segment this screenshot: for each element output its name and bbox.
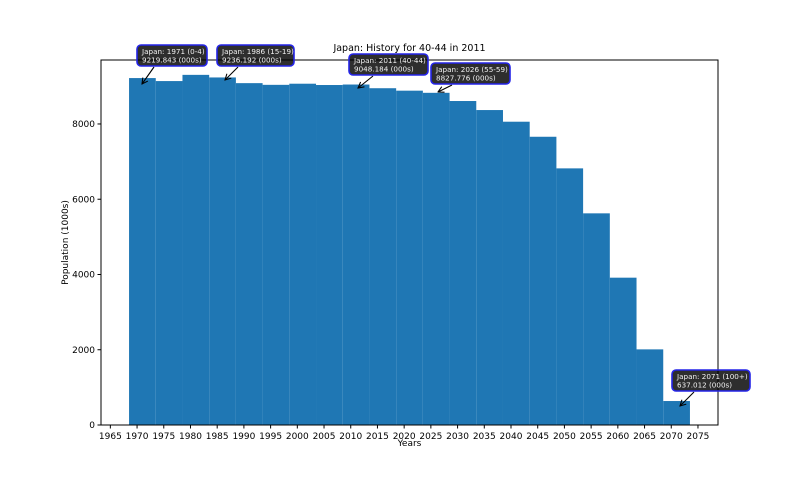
y-tick-label: 8000 bbox=[72, 120, 95, 130]
annotation-value: 9219.843 (000s) bbox=[142, 55, 202, 64]
annotation-label: Japan: 2011 (40-44) bbox=[353, 56, 426, 65]
y-tick-label: 0 bbox=[89, 421, 95, 431]
x-tick-label: 1970 bbox=[126, 432, 149, 442]
annotation-layer: Japan: 1971 (0-4)9219.843 (000s)Japan: 1… bbox=[136, 44, 751, 406]
y-tick-label: 4000 bbox=[72, 271, 95, 281]
bar-2021[interactable] bbox=[396, 90, 423, 426]
bars-layer bbox=[129, 74, 690, 426]
y-axis-label: Population (1000s) bbox=[61, 200, 71, 285]
bar-2066[interactable] bbox=[636, 349, 664, 425]
bar-2026[interactable] bbox=[422, 92, 450, 425]
x-tick-label: 2040 bbox=[500, 432, 523, 442]
annotation-box[interactable] bbox=[430, 62, 511, 85]
y-tick-label: 2000 bbox=[72, 346, 95, 356]
annotation-label: Japan: 2026 (55-59) bbox=[435, 65, 508, 74]
x-tick-label: 2030 bbox=[446, 432, 469, 442]
x-tick-label: 2000 bbox=[286, 432, 309, 442]
x-tick-label: 2020 bbox=[393, 432, 416, 442]
bar-2016[interactable] bbox=[369, 88, 397, 425]
annotation-label: Japan: 2071 (100+) bbox=[676, 372, 748, 381]
bar-1986[interactable] bbox=[209, 77, 236, 425]
x-tick-label: 2045 bbox=[526, 432, 549, 442]
x-tick-label: 1995 bbox=[259, 432, 282, 442]
annotation-value: 9236.192 (000s) bbox=[222, 55, 282, 64]
annotation-box[interactable] bbox=[136, 44, 208, 67]
annotation-value: 9048.184 (000s) bbox=[354, 64, 414, 73]
annotation-arrow bbox=[358, 75, 374, 88]
x-tick-label: 2060 bbox=[606, 432, 629, 442]
bar-1996[interactable] bbox=[262, 84, 290, 425]
x-tick-label: 2065 bbox=[633, 432, 656, 442]
bar-2031[interactable] bbox=[449, 101, 477, 426]
bar-2061[interactable] bbox=[609, 277, 637, 425]
x-tick-label: 2025 bbox=[419, 432, 442, 442]
annotation-box[interactable] bbox=[671, 369, 751, 392]
annotation-box[interactable] bbox=[348, 53, 429, 76]
annotation-label: Japan: 1986 (15-19) bbox=[221, 47, 294, 56]
annotation-arrow bbox=[142, 66, 155, 84]
x-tick-label: 2005 bbox=[313, 432, 336, 442]
bar-2051[interactable] bbox=[556, 168, 584, 425]
annotation-arrow bbox=[680, 391, 695, 406]
x-tick-label: 2075 bbox=[687, 432, 710, 442]
bar-2006[interactable] bbox=[316, 85, 343, 426]
x-tick-label: 2050 bbox=[553, 432, 576, 442]
x-tick-label: 2070 bbox=[660, 432, 683, 442]
text-layer: 1965 1970 1975 1980 1985 1990 1995 2000 2005 2010… bbox=[61, 43, 709, 449]
bar-2036[interactable] bbox=[476, 110, 503, 426]
bar-2046[interactable] bbox=[529, 136, 557, 425]
x-tick-label: 1965 bbox=[99, 432, 122, 442]
annotation-arrow bbox=[438, 84, 453, 92]
annotation-tooltip[interactable]: Japan: 2011 (40-44)9048.184 (000s) bbox=[348, 53, 429, 88]
x-tick-label: 1975 bbox=[152, 432, 175, 442]
x-tick-label: 2055 bbox=[580, 432, 603, 442]
y-tick-label: 6000 bbox=[72, 195, 95, 205]
annotation-value: 637.012 (000s) bbox=[677, 380, 732, 389]
bar-2071[interactable] bbox=[663, 401, 690, 425]
bar-2056[interactable] bbox=[583, 213, 610, 425]
annotation-tooltip[interactable]: Japan: 1986 (15-19)9236.192 (000s) bbox=[216, 44, 295, 80]
bar-1981[interactable] bbox=[182, 74, 210, 426]
x-tick-label: 1990 bbox=[232, 432, 255, 442]
x-tick-label: 2010 bbox=[339, 432, 362, 442]
x-tick-label: 2015 bbox=[366, 432, 389, 442]
bar-2001[interactable] bbox=[289, 83, 317, 426]
annotation-tooltip[interactable]: Japan: 2071 (100+)637.012 (000s) bbox=[671, 369, 751, 406]
x-axis-label: Years bbox=[397, 439, 422, 449]
annotation-tooltip[interactable]: Japan: 2026 (55-59)8827.776 (000s) bbox=[430, 62, 511, 92]
annotation-tooltip[interactable]: Japan: 1971 (0-4)9219.843 (000s) bbox=[136, 44, 208, 84]
bar-2041[interactable] bbox=[502, 121, 530, 426]
x-tick-label: 2035 bbox=[473, 432, 496, 442]
chart-title: Japan: History for 40-44 in 2011 bbox=[332, 43, 485, 54]
bar-1991[interactable] bbox=[235, 83, 263, 425]
bar-1976[interactable] bbox=[155, 81, 183, 425]
annotation-box[interactable] bbox=[216, 44, 295, 67]
annotation-label: Japan: 1971 (0-4) bbox=[141, 47, 205, 56]
x-tick-label: 1980 bbox=[179, 432, 202, 442]
annotation-arrow bbox=[225, 66, 239, 80]
x-tick-label: 1985 bbox=[206, 432, 229, 442]
bar-1971[interactable] bbox=[129, 78, 156, 425]
bar-2011[interactable] bbox=[342, 84, 370, 425]
annotation-value: 8827.776 (000s) bbox=[436, 73, 496, 82]
